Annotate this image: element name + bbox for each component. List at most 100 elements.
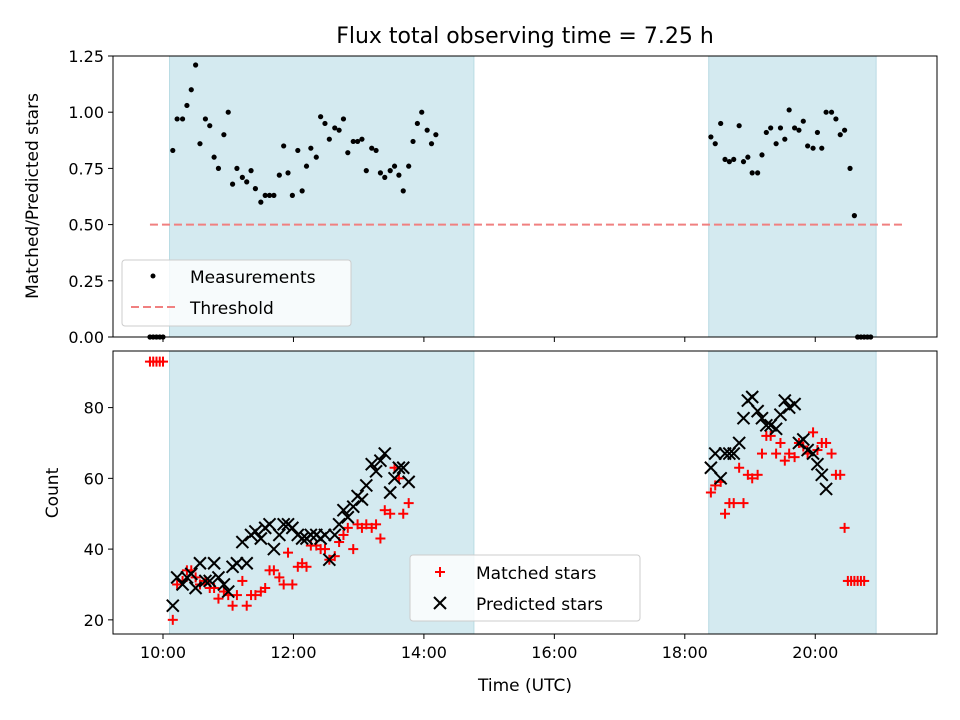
measurement-point [410,139,415,144]
x-tick-label: 20:00 [792,643,838,662]
top-y-axis-label: Matched/Predicted stars [23,93,43,299]
measurement-point [745,155,750,160]
measurement-point [737,123,742,128]
measurement-point [244,179,249,184]
y-tick-label: 1.00 [68,103,104,122]
measurement-point [829,110,834,115]
measurement-point [277,173,282,178]
measurement-point [203,116,208,121]
x-tick-label: 14:00 [401,643,447,662]
measurement-point [193,62,198,67]
measurement-point [240,175,245,180]
measurement-point [787,107,792,112]
measurement-point [345,150,350,155]
y-tick-label: 0.00 [68,328,104,347]
top-legend: Measurements Threshold [122,260,351,326]
chart-title: Flux total observing time = 7.25 h [336,24,714,49]
measurement-point [308,146,313,151]
legend-matched-label: Matched stars [476,564,596,584]
measurement-point [415,121,420,126]
x-tick-label: 10:00 [140,643,186,662]
legend-measurements-marker [151,274,156,279]
legend-predicted-label: Predicted stars [476,595,603,615]
measurement-point [805,143,810,148]
measurement-point [801,119,806,124]
measurement-point [396,173,401,178]
measurement-point [778,125,783,130]
measurement-point [382,175,387,180]
shaded-interval [709,351,876,634]
bottom-y-axis: 20 40 60 80 [84,399,113,630]
measurement-point [833,116,838,121]
measurement-point [281,143,286,148]
measurement-point [392,164,397,169]
top-panel: 0.00 0.25 0.50 0.75 1.00 1.25 Matched/Predict… [23,47,937,347]
top-x-ticks [163,337,815,342]
measurement-point [373,148,378,153]
x-tick-label: 12:00 [270,643,316,662]
measurement-point [184,103,189,108]
measurement-point [759,152,764,157]
bottom-legend: Matched stars Predicted stars [410,555,640,621]
measurement-point [768,125,773,130]
measurement-point [341,116,346,121]
y-tick-label: 20 [84,611,104,630]
measurement-point [364,168,369,173]
measurement-point [180,116,185,121]
measurement-point [253,186,258,191]
y-tick-label: 0.25 [68,272,104,291]
measurement-point [764,130,769,135]
legend-measurements-label: Measurements [190,268,316,288]
measurement-point [248,168,253,173]
legend-threshold-label: Threshold [189,299,274,319]
measurement-point [304,164,309,169]
measurement-point [216,166,221,171]
bottom-x-axis: 10:00 12:00 14:00 16:00 18:00 20:00 [140,634,838,662]
measurement-point [211,155,216,160]
measurement-point [290,193,295,198]
measurement-point [230,182,235,187]
bottom-panel: 20406080 10:00 12:00 14:00 16:00 18:00 20:00 … [43,351,937,696]
measurement-point [810,146,815,151]
measurement-point [221,132,226,137]
measurement-point [170,148,175,153]
measurement-point [796,128,801,133]
measurement-point [189,87,194,92]
measurement-point [401,188,406,193]
measurement-point [731,157,736,162]
measurement-point [406,164,411,169]
measurement-point [824,110,829,115]
measurement-point [838,132,843,137]
measurement-point [847,166,852,171]
measurement-point [271,193,276,198]
measurement-point [226,110,231,115]
y-tick-label: 40 [84,540,104,559]
measurement-point [300,188,305,193]
measurement-point [815,130,820,135]
measurement-point [713,141,718,146]
measurement-point [207,123,212,128]
x-axis-label: Time (UTC) [477,676,572,696]
measurement-point [774,141,779,146]
shaded-interval [709,56,876,337]
measurement-point [175,116,180,121]
y-tick-label: 60 [84,469,104,488]
measurement-point [318,114,323,119]
measurement-point [322,121,327,126]
top-y-axis: 0.00 0.25 0.50 0.75 1.00 1.25 [68,47,113,347]
y-tick-label: 1.25 [68,47,104,66]
measurement-point [708,134,713,139]
y-tick-label: 0.75 [68,159,104,178]
measurement-point [337,128,342,133]
measurement-point [419,110,424,115]
measurement-point [852,213,857,218]
y-tick-label: 80 [84,399,104,418]
measurement-point [234,166,239,171]
measurement-point [314,155,319,160]
figure: Flux total observing time = 7.25 h 0.000… [0,0,960,720]
measurement-point [433,132,438,137]
measurement-point [295,148,300,153]
measurement-point [718,121,723,126]
y-tick-label: 0.50 [68,216,104,235]
measurement-point [842,128,847,133]
